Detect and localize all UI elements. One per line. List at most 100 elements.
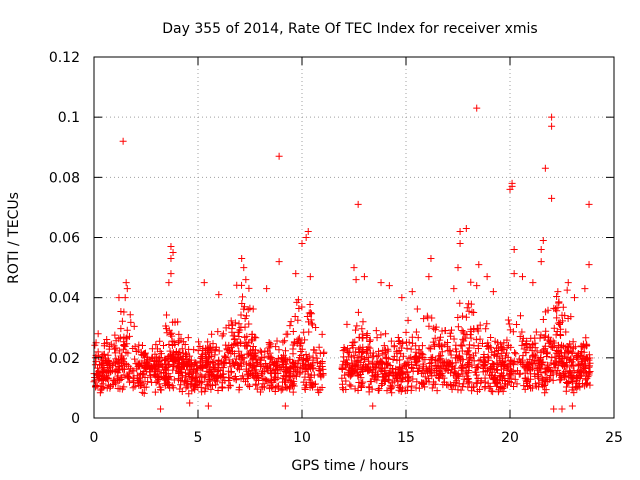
data-point [129,384,137,392]
data-point [481,374,489,382]
data-point [355,333,363,341]
data-point [221,352,229,360]
data-point [375,347,383,355]
data-point [392,369,400,377]
data-point [318,330,326,338]
data-point [140,350,148,358]
data-point [249,305,257,313]
data-point [374,360,382,368]
data-point [409,339,417,347]
data-point [377,331,385,339]
data-point [519,352,527,360]
data-point [318,383,326,391]
data-point [96,389,104,397]
data-point [177,381,185,389]
data-point [457,364,465,372]
data-point [479,340,487,348]
data-point [559,342,567,350]
data-point [472,371,480,379]
data-point [529,279,537,287]
data-point [464,347,472,355]
data-point [353,354,361,362]
data-point [385,282,393,290]
data-point [447,369,455,377]
data-point [219,364,227,372]
data-point [581,382,589,390]
data-point [97,361,105,369]
data-point [133,372,141,380]
data-point [388,389,396,397]
data-point [93,382,101,390]
data-point [536,334,544,342]
data-point [100,373,108,381]
data-point [165,279,173,287]
data-point [545,333,553,341]
data-point [493,380,501,388]
data-point [266,354,274,362]
data-point [472,364,480,372]
data-point [554,319,562,327]
data-point [274,354,282,362]
data-point [438,348,446,356]
data-point [262,360,270,368]
data-point [398,294,406,302]
data-point [510,270,518,278]
data-point [144,378,152,386]
data-point [273,337,281,345]
data-point [561,349,569,357]
data-point [299,359,307,367]
data-point [149,364,157,372]
data-point [412,328,420,336]
data-point [390,352,398,360]
data-point [241,377,249,385]
data-point [258,370,266,378]
data-point [471,368,479,376]
data-point [102,357,110,365]
data-point [96,375,104,383]
data-point [115,335,123,343]
data-point [399,374,407,382]
data-point [382,360,390,368]
data-point [565,378,573,386]
data-point [407,353,415,361]
data-point [139,379,147,387]
data-point [473,104,481,112]
data-point [300,378,308,386]
data-point [122,279,130,287]
data-point [359,318,367,326]
data-point [347,371,355,379]
data-point [447,326,455,334]
data-point [497,340,505,348]
data-point [227,317,235,325]
data-point [281,368,289,376]
data-point [454,323,462,331]
data-point [568,374,576,382]
data-point [295,334,303,342]
data-point [459,335,467,343]
data-point [218,379,226,387]
data-point [395,347,403,355]
data-point [537,368,545,376]
data-point [182,357,190,365]
data-point [541,345,549,353]
data-point [522,340,530,348]
data-point [550,405,558,413]
data-point [246,304,254,312]
data-point [403,338,411,346]
data-point [202,344,210,352]
data-point [165,374,173,382]
data-point [109,381,117,389]
data-point [563,286,571,294]
data-point [562,383,570,391]
data-point [522,361,530,369]
data-point [542,367,550,375]
data-point [235,320,243,328]
data-point [112,344,120,352]
data-point [483,273,491,281]
data-point [252,355,260,363]
data-point [451,354,459,362]
data-point [366,338,374,346]
data-point [275,258,283,266]
data-point [395,337,403,345]
